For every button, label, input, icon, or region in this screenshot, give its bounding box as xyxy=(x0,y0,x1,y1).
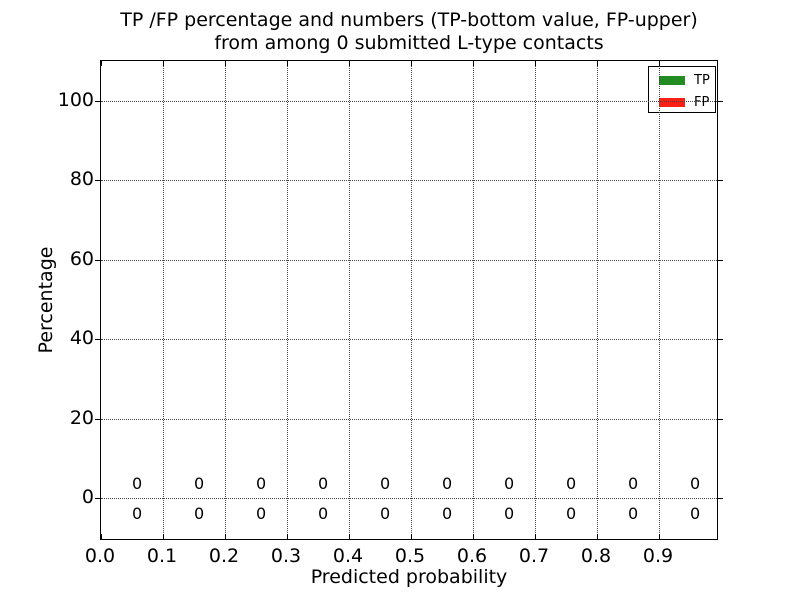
y-gridline xyxy=(101,260,717,261)
bar-count-label-tp: 0 xyxy=(256,504,267,523)
legend-label-tp: TP xyxy=(694,73,710,88)
legend-swatch-fp xyxy=(659,98,685,107)
legend-label-fp: FP xyxy=(694,95,710,110)
x-tick-mark-bottom xyxy=(659,534,660,539)
x-tick-mark-top xyxy=(101,61,102,66)
bar-count-label-fp: 0 xyxy=(628,474,639,493)
bar-count-label-tp: 0 xyxy=(504,504,515,523)
x-tick-label: 0.6 xyxy=(456,545,488,567)
y-tick-mark-left xyxy=(95,260,100,261)
bar-count-label-fp: 0 xyxy=(504,474,515,493)
chart-title-line-1: TP /FP percentage and numbers (TP-bottom… xyxy=(120,9,698,31)
bar-count-label-tp: 0 xyxy=(628,504,639,523)
x-tick-mark-top xyxy=(659,61,660,66)
y-tick-label: 0 xyxy=(81,486,94,508)
y-gridline xyxy=(101,498,717,499)
bar-count-label-fp: 0 xyxy=(256,474,267,493)
bar-count-label-tp: 0 xyxy=(318,504,329,523)
y-tick-label: 60 xyxy=(69,248,94,270)
chart-title-line-2: from among 0 submitted L-type contacts xyxy=(214,32,604,54)
y-tick-mark-left xyxy=(95,101,100,102)
x-gridline xyxy=(163,61,164,539)
x-tick-mark-top xyxy=(287,61,288,66)
x-tick-mark-bottom xyxy=(411,534,412,539)
x-tick-mark-bottom xyxy=(225,534,226,539)
bar-count-label-tp: 0 xyxy=(380,504,391,523)
y-gridline xyxy=(101,419,717,420)
bar-count-label-fp: 0 xyxy=(318,474,329,493)
x-gridline xyxy=(659,61,660,539)
x-tick-mark-top xyxy=(597,61,598,66)
y-gridline xyxy=(101,101,717,102)
bar-count-label-tp: 0 xyxy=(442,504,453,523)
x-gridline xyxy=(225,61,226,539)
x-tick-label: 0.9 xyxy=(642,545,674,567)
y-tick-label: 80 xyxy=(69,168,94,190)
y-gridline xyxy=(101,180,717,181)
x-tick-label: 0.5 xyxy=(394,545,426,567)
x-tick-mark-top xyxy=(535,61,536,66)
legend-swatch-tp xyxy=(659,76,685,85)
y-tick-mark-right xyxy=(718,101,723,102)
y-tick-mark-left xyxy=(95,498,100,499)
x-gridline xyxy=(535,61,536,539)
y-tick-mark-left xyxy=(95,339,100,340)
plot-area: TP FP 0 0 0 0 0 0 0 0 0 0 0 0 0 0 0 0 0 0 0 0 xyxy=(95,60,723,540)
x-gridline xyxy=(349,61,350,539)
bar-count-label-tp: 0 xyxy=(194,504,205,523)
x-gridline xyxy=(411,61,412,539)
x-tick-label: 0.8 xyxy=(580,545,612,567)
bar-count-label-fp: 0 xyxy=(380,474,391,493)
legend-row: TP xyxy=(659,71,715,90)
x-axis-label: Predicted probability xyxy=(310,566,508,588)
y-tick-mark-left xyxy=(95,419,100,420)
y-tick-mark-right xyxy=(718,180,723,181)
y-tick-mark-left xyxy=(95,180,100,181)
x-tick-label: 0.4 xyxy=(332,545,364,567)
x-tick-mark-bottom xyxy=(349,534,350,539)
x-tick-mark-top xyxy=(225,61,226,66)
x-tick-label: 0.7 xyxy=(518,545,550,567)
bar-count-label-fp: 0 xyxy=(194,474,205,493)
legend-row: FP xyxy=(659,93,715,112)
x-tick-mark-bottom xyxy=(287,534,288,539)
y-gridline xyxy=(101,339,717,340)
y-tick-mark-right xyxy=(718,339,723,340)
x-gridline xyxy=(473,61,474,539)
bar-count-label-tp: 0 xyxy=(690,504,701,523)
x-tick-mark-top xyxy=(411,61,412,66)
x-tick-mark-top xyxy=(473,61,474,66)
y-tick-mark-right xyxy=(718,419,723,420)
x-tick-mark-bottom xyxy=(473,534,474,539)
x-gridline xyxy=(597,61,598,539)
y-tick-label: 100 xyxy=(57,89,94,111)
y-tick-label: 20 xyxy=(69,407,94,429)
x-tick-mark-top xyxy=(163,61,164,66)
x-tick-mark-bottom xyxy=(163,534,164,539)
x-tick-mark-bottom xyxy=(535,534,536,539)
x-tick-mark-bottom xyxy=(101,534,102,539)
x-tick-label: 0.2 xyxy=(208,545,240,567)
y-tick-label: 40 xyxy=(69,327,94,349)
bar-count-label-fp: 0 xyxy=(442,474,453,493)
y-tick-mark-right xyxy=(718,260,723,261)
y-tick-mark-right xyxy=(718,498,723,499)
bar-count-label-fp: 0 xyxy=(566,474,577,493)
bar-count-label-fp: 0 xyxy=(132,474,143,493)
bar-count-label-tp: 0 xyxy=(132,504,143,523)
x-tick-mark-bottom xyxy=(597,534,598,539)
x-tick-label: 0.1 xyxy=(146,545,178,567)
x-gridline xyxy=(287,61,288,539)
bar-count-label-fp: 0 xyxy=(690,474,701,493)
x-tick-label: 0.0 xyxy=(84,545,116,567)
x-tick-mark-top xyxy=(349,61,350,66)
x-tick-label: 0.3 xyxy=(270,545,302,567)
bar-count-label-tp: 0 xyxy=(566,504,577,523)
